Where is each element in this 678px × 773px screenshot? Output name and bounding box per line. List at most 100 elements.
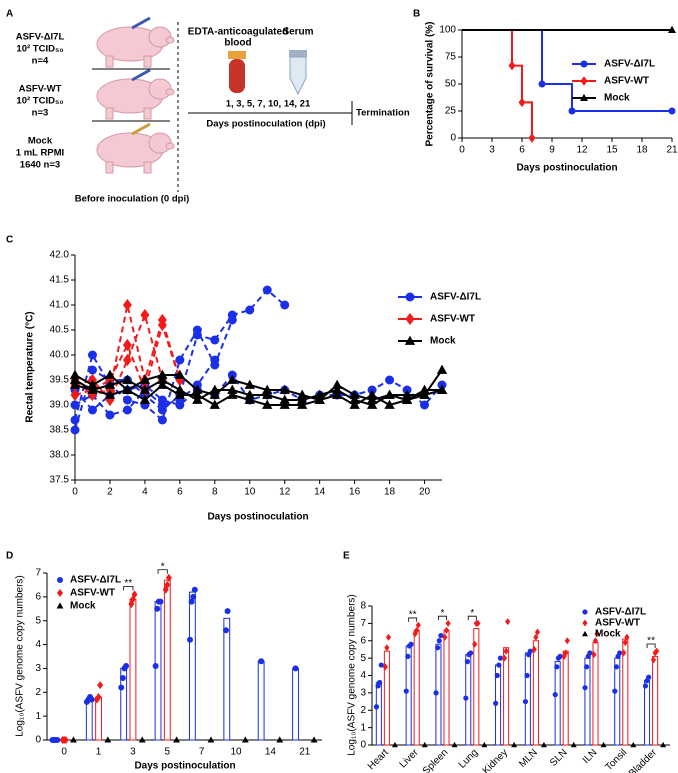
point: [88, 696, 95, 703]
bar: [292, 667, 299, 741]
significance-bracket: [123, 586, 134, 591]
temperature-marker: [262, 389, 273, 399]
legend-marker: [405, 312, 415, 326]
panel-label: A: [6, 9, 13, 20]
point: [552, 692, 558, 698]
point: [612, 688, 618, 694]
x-tick-label: ILN: [581, 747, 600, 766]
blood-label: EDTA-anticoagulated: [188, 27, 288, 38]
point: [412, 630, 418, 638]
temperature-marker: [122, 374, 133, 384]
x-tick-label: Spleen: [421, 747, 451, 773]
point: [224, 608, 231, 615]
bar: [163, 579, 171, 741]
y-tick-label: 100: [439, 25, 456, 36]
temperature-marker: [262, 384, 273, 394]
y-axis-label: Log₁₀(ASFV genome copy numbers): [15, 575, 26, 737]
temperature-marker: [157, 318, 167, 332]
bar: [405, 645, 412, 746]
legend-label: ASFV-WT: [70, 588, 115, 599]
legend-marker: [582, 630, 588, 637]
temperature-marker: [349, 399, 360, 409]
x-axis-label: Days postinoculation: [516, 163, 617, 174]
significance-bracket: [467, 615, 477, 621]
point: [118, 684, 125, 691]
legend-marker: [404, 335, 416, 345]
x-tick-label: 14: [265, 747, 277, 758]
temperature-marker: [70, 400, 80, 410]
point: [165, 573, 172, 582]
survival-marker: [538, 80, 546, 88]
x-tick-label: 10: [231, 747, 243, 758]
point: [540, 741, 547, 748]
point: [464, 659, 471, 665]
temperature-marker: [122, 298, 132, 312]
point: [414, 626, 420, 634]
significance-label: **: [409, 610, 417, 621]
point: [622, 638, 628, 646]
temperature-marker: [70, 388, 80, 402]
survival-marker: [667, 25, 677, 33]
point: [310, 736, 318, 743]
x-tick-label: 12: [576, 145, 588, 156]
x-axis-label: Days postinoculation: [134, 761, 235, 772]
pigs: [96, 16, 175, 174]
y-tick-label: 50: [445, 79, 457, 90]
point: [241, 736, 249, 743]
temperature-marker: [104, 369, 116, 379]
legend-label: Mock: [430, 336, 456, 347]
pig: [96, 122, 175, 174]
point: [501, 654, 508, 662]
survival-line: [462, 29, 533, 138]
temperature-marker: [87, 384, 98, 394]
temperature-marker: [262, 399, 273, 409]
temperature-marker: [244, 389, 255, 399]
x-tick-label: 4: [142, 487, 148, 498]
point: [152, 663, 159, 670]
legend-marker: [580, 60, 588, 68]
y-tick-label: 8: [360, 601, 366, 612]
significance-label: *: [470, 608, 474, 619]
x-tick-label: 5: [165, 747, 171, 758]
temperature-marker: [297, 389, 308, 399]
point: [408, 641, 414, 647]
y-tick-label: 5: [360, 653, 366, 664]
bar: [85, 698, 93, 741]
x-tick-label: 2: [107, 487, 113, 498]
bar: [652, 655, 659, 746]
bar: [532, 640, 539, 746]
temperature-marker: [122, 384, 133, 394]
temperature-line: [74, 379, 443, 407]
legend-label: Mock: [70, 601, 96, 612]
point: [587, 650, 593, 656]
panel-label: E: [343, 551, 350, 562]
legend-marker: [580, 76, 588, 86]
significance-label: **: [124, 578, 132, 589]
point: [62, 735, 69, 745]
bar: [413, 629, 420, 746]
x-tick-label: Lung: [457, 747, 481, 771]
point: [660, 741, 667, 748]
x-tick-label: Liver: [398, 747, 422, 771]
pig: [96, 68, 175, 120]
temperature-marker: [157, 374, 168, 384]
y-tick-label: 6: [360, 635, 366, 646]
point: [591, 651, 597, 659]
bar: [375, 681, 382, 746]
y-tick-label: 41.5: [50, 275, 70, 286]
y-tick-label: 7: [360, 618, 366, 629]
x-tick-label: 20: [419, 487, 431, 498]
temperature-marker: [192, 394, 203, 404]
point: [433, 690, 439, 696]
point: [652, 649, 658, 657]
y-tick-label: 4: [35, 639, 41, 650]
temperature-marker: [87, 379, 98, 389]
temperature-marker: [366, 394, 378, 404]
significance-bracket: [646, 643, 656, 648]
group-n: 1640 n=3: [20, 160, 60, 171]
x-tick-label: Bladder: [627, 747, 660, 773]
point: [451, 741, 458, 748]
x-tick-label: 10: [244, 487, 256, 498]
x-axis-label: Days postinoculation: [207, 512, 308, 523]
